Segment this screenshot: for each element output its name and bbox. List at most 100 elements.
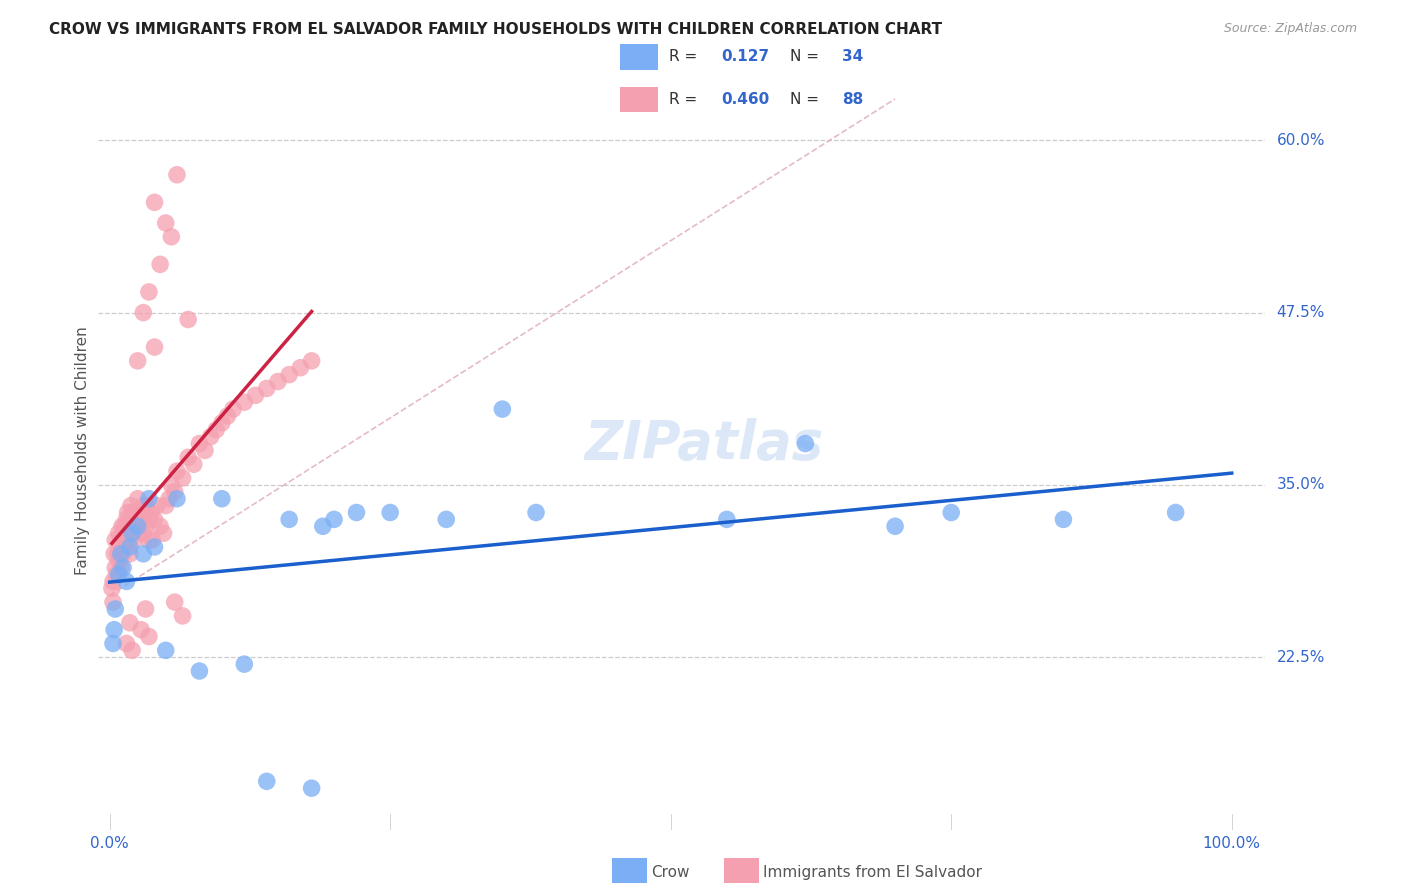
Point bbox=[115, 636, 138, 650]
Point bbox=[233, 657, 256, 672]
Point bbox=[301, 781, 323, 796]
Point bbox=[138, 512, 160, 526]
Point bbox=[524, 506, 547, 520]
Text: 22.5%: 22.5% bbox=[1277, 649, 1324, 665]
Point bbox=[132, 499, 155, 513]
Point bbox=[312, 519, 335, 533]
Point bbox=[166, 168, 188, 182]
Point bbox=[127, 491, 149, 506]
Text: 35.0%: 35.0% bbox=[1277, 477, 1324, 492]
Text: N =: N = bbox=[790, 92, 824, 107]
Point bbox=[166, 491, 188, 506]
Point bbox=[301, 354, 323, 368]
Point bbox=[107, 547, 129, 561]
Point bbox=[141, 506, 163, 520]
Point bbox=[112, 526, 135, 541]
Point bbox=[166, 464, 188, 478]
Text: 34: 34 bbox=[842, 49, 863, 64]
Point bbox=[111, 519, 134, 533]
Point bbox=[118, 540, 141, 554]
Point bbox=[104, 533, 127, 547]
Text: R =: R = bbox=[669, 92, 703, 107]
Point bbox=[110, 560, 132, 574]
Point bbox=[716, 512, 738, 526]
Point bbox=[112, 519, 135, 533]
Point bbox=[157, 491, 180, 506]
Point bbox=[129, 623, 152, 637]
Point bbox=[245, 388, 267, 402]
Point bbox=[267, 375, 290, 389]
Point bbox=[127, 354, 149, 368]
Point bbox=[129, 506, 152, 520]
Point bbox=[128, 526, 150, 541]
Point bbox=[155, 643, 177, 657]
Text: 0.460: 0.460 bbox=[721, 92, 769, 107]
Text: Source: ZipAtlas.com: Source: ZipAtlas.com bbox=[1223, 22, 1357, 36]
Point bbox=[135, 499, 157, 513]
Point bbox=[132, 305, 155, 319]
Point bbox=[143, 340, 166, 354]
Text: 47.5%: 47.5% bbox=[1277, 305, 1324, 320]
Point bbox=[101, 574, 124, 589]
Point bbox=[188, 436, 211, 450]
Point bbox=[118, 519, 141, 533]
Point bbox=[256, 381, 278, 395]
Point bbox=[138, 491, 160, 506]
Text: Crow: Crow bbox=[651, 865, 689, 880]
Point bbox=[163, 595, 186, 609]
Point bbox=[110, 533, 132, 547]
Point bbox=[138, 285, 160, 299]
Point bbox=[884, 519, 907, 533]
Point bbox=[143, 512, 166, 526]
Point bbox=[115, 574, 138, 589]
Point bbox=[115, 540, 138, 554]
Point bbox=[115, 512, 138, 526]
Point bbox=[138, 533, 160, 547]
Point bbox=[143, 195, 166, 210]
Point bbox=[125, 506, 148, 520]
Point bbox=[155, 216, 177, 230]
Point bbox=[107, 567, 129, 582]
Point bbox=[149, 257, 172, 271]
Text: 88: 88 bbox=[842, 92, 863, 107]
Point bbox=[183, 457, 205, 471]
Point bbox=[211, 491, 233, 506]
Text: N =: N = bbox=[790, 49, 824, 64]
Point bbox=[107, 526, 129, 541]
Point bbox=[200, 430, 222, 444]
Point bbox=[143, 540, 166, 554]
Point bbox=[132, 526, 155, 541]
Point bbox=[121, 506, 143, 520]
Point bbox=[1164, 506, 1187, 520]
Point bbox=[110, 547, 132, 561]
Text: 0.0%: 0.0% bbox=[90, 837, 129, 852]
Point bbox=[290, 360, 312, 375]
Point bbox=[129, 512, 152, 526]
Point bbox=[132, 547, 155, 561]
FancyBboxPatch shape bbox=[620, 87, 658, 112]
Point bbox=[380, 506, 402, 520]
Point bbox=[101, 582, 124, 596]
Point bbox=[135, 519, 157, 533]
Point bbox=[205, 423, 228, 437]
Y-axis label: Family Households with Children: Family Households with Children bbox=[75, 326, 90, 574]
FancyBboxPatch shape bbox=[620, 45, 658, 70]
Point bbox=[103, 623, 125, 637]
Point bbox=[194, 443, 217, 458]
Point bbox=[117, 506, 139, 520]
Point bbox=[105, 567, 128, 582]
Point bbox=[434, 512, 457, 526]
Point bbox=[118, 547, 141, 561]
Point bbox=[222, 402, 245, 417]
Point bbox=[146, 499, 169, 513]
Point bbox=[112, 547, 135, 561]
Point bbox=[121, 643, 143, 657]
Point bbox=[278, 368, 301, 382]
Point bbox=[108, 547, 131, 561]
Point bbox=[121, 526, 143, 541]
Point bbox=[233, 395, 256, 409]
Point bbox=[101, 636, 124, 650]
Point bbox=[127, 519, 149, 533]
Text: ZIPatlas: ZIPatlas bbox=[585, 417, 824, 469]
Text: 60.0%: 60.0% bbox=[1277, 133, 1324, 148]
